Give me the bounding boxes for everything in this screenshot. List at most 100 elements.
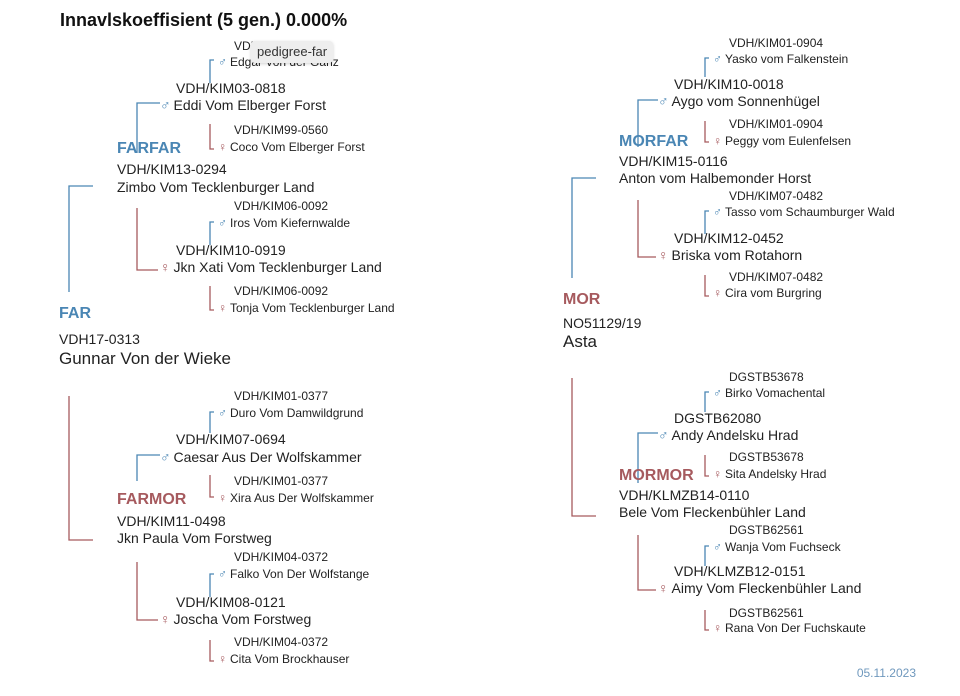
male-icon: ♂ <box>218 55 227 69</box>
g4-13-reg: DGSTB53678 <box>729 370 804 384</box>
ff-sire-name: Eddi Vom Elberger Forst <box>173 97 327 113</box>
g4-8-reg: VDH/KIM04-0372 <box>234 635 329 649</box>
fm-sire-name: Caesar Aus Der Wolfskammer <box>173 449 362 465</box>
g4-9-reg: VDH/KIM01-0904 <box>729 36 824 50</box>
female-icon: ♀ <box>160 259 171 275</box>
g4-7-name: Falko Von Der Wolfstange <box>230 567 370 581</box>
female-icon: ♀ <box>218 491 227 505</box>
mm-sire-reg: DGSTB62080 <box>674 410 762 426</box>
female-icon: ♀ <box>218 652 227 666</box>
g4-13-name: Birko Vomachental <box>725 386 826 400</box>
g4-5: ♂ Duro Vom Damwildgrund <box>218 406 363 420</box>
mf-dam-name: Briska vom Rotahorn <box>671 247 803 263</box>
farmor-name: Jkn Paula Vom Forstweg <box>117 530 272 546</box>
g4-10: ♀ Peggy vom Eulenfelsen <box>713 134 851 148</box>
g4-2-reg: VDH/KIM99-0560 <box>234 123 329 137</box>
g4-3-name: Iros Vom Kiefernwalde <box>230 216 351 230</box>
female-icon: ♀ <box>658 580 669 596</box>
g4-11-reg: VDH/KIM07-0482 <box>729 189 824 203</box>
male-icon: ♂ <box>218 216 227 230</box>
morfar-name: Anton vom Halbemonder Horst <box>619 170 812 186</box>
g4-6-name: Xira Aus Der Wolfskammer <box>230 491 374 505</box>
g4-6: ♀ Xira Aus Der Wolfskammer <box>218 491 374 505</box>
far-name: Gunnar Von der Wieke <box>59 349 231 368</box>
g4-4: ♀ Tonja Vom Tecklenburger Land <box>218 301 395 315</box>
g4-7-reg: VDH/KIM04-0372 <box>234 550 329 564</box>
g4-8-name: Cita Vom Brockhauser <box>230 652 350 666</box>
g4-2: ♀ Coco Vom Elberger Forst <box>218 140 365 154</box>
morfar-label: MORFAR <box>619 133 689 150</box>
g4-16-name: Rana Von Der Fuchskaute <box>725 621 866 635</box>
g4-10-reg: VDH/KIM01-0904 <box>729 117 824 131</box>
fm-dam-reg: VDH/KIM08-0121 <box>176 594 286 610</box>
mm-dam-reg: VDH/KLMZB12-0151 <box>674 563 806 579</box>
fm-dam: ♀ Joscha Vom Forstweg <box>160 611 311 627</box>
ff-dam-reg: VDH/KIM10-0919 <box>176 242 286 258</box>
farfar-name: Zimbo Vom Tecklenburger Land <box>117 179 315 195</box>
male-icon: ♂ <box>218 406 227 420</box>
mor-reg: NO51129/19 <box>563 315 642 331</box>
far-reg: VDH17-0313 <box>59 331 140 347</box>
g4-9-name: Yasko vom Falkenstein <box>725 52 849 66</box>
g4-4-reg: VDH/KIM06-0092 <box>234 284 329 298</box>
g4-15-name: Wanja Vom Fuchseck <box>725 540 841 554</box>
g4-7: ♂ Falko Von Der Wolfstange <box>218 567 369 581</box>
mf-dam: ♀ Briska vom Rotahorn <box>658 247 802 263</box>
g4-4-name: Tonja Vom Tecklenburger Land <box>230 301 395 315</box>
female-icon: ♀ <box>713 467 722 481</box>
page-title: Innavlskoeffisient (5 gen.) 0.000% <box>60 10 348 30</box>
ff-dam: ♀ Jkn Xati Vom Tecklenburger Land <box>160 259 382 275</box>
g4-11: ♂ Tasso vom Schaumburger Wald <box>713 205 895 219</box>
female-icon: ♀ <box>713 621 722 635</box>
morfar-to-sire-line <box>637 99 658 147</box>
fm-sire: ♂ Caesar Aus Der Wolfskammer <box>160 449 362 465</box>
g4-9: ♂ Yasko vom Falkenstein <box>713 52 848 66</box>
g4-16: ♀ Rana Von Der Fuchskaute <box>713 621 866 635</box>
farmor-to-dam-line <box>136 562 158 621</box>
mormor-reg: VDH/KLMZB14-0110 <box>619 487 750 503</box>
far-label: FAR <box>59 305 91 322</box>
farfar-to-sire-line <box>136 102 160 153</box>
g4-16-reg: DGSTB62561 <box>729 606 804 620</box>
male-icon: ♂ <box>713 386 722 400</box>
farmor-label: FARMOR <box>117 491 187 508</box>
mf-dam-reg: VDH/KIM12-0452 <box>674 230 784 246</box>
g4-5-reg: VDH/KIM01-0377 <box>234 389 329 403</box>
far-to-farfar-line <box>68 185 93 292</box>
female-icon: ♀ <box>218 301 227 315</box>
far-to-farmor-line <box>68 396 93 541</box>
g4-5-name: Duro Vom Damwildgrund <box>230 406 364 420</box>
male-icon: ♂ <box>160 449 171 465</box>
mm-dam-name: Aimy Vom Fleckenbühler Land <box>671 580 862 596</box>
g4-14-reg: DGSTB53678 <box>729 450 804 464</box>
g4-14: ♀ Sita Andelsky Hrad <box>713 467 826 481</box>
mm-dam: ♀ Aimy Vom Fleckenbühler Land <box>658 580 861 596</box>
g4-15: ♂ Wanja Vom Fuchseck <box>713 540 841 554</box>
male-icon: ♂ <box>160 97 171 113</box>
male-icon: ♂ <box>218 567 227 581</box>
g4-10-name: Peggy vom Eulenfelsen <box>725 134 852 148</box>
female-icon: ♀ <box>218 140 227 154</box>
farmor-to-sire-line <box>136 454 160 481</box>
g4-2-name: Coco Vom Elberger Forst <box>230 140 365 154</box>
mor-to-mormor-line <box>571 378 596 517</box>
g4-8: ♀ Cita Vom Brockhauser <box>218 652 349 666</box>
g4-11-name: Tasso vom Schaumburger Wald <box>725 205 895 219</box>
ff-dam-name: Jkn Xati Vom Tecklenburger Land <box>173 259 382 275</box>
female-icon: ♀ <box>160 611 171 627</box>
g4-6-reg: VDH/KIM01-0377 <box>234 474 329 488</box>
female-icon: ♀ <box>713 286 722 300</box>
mormor-to-sire-line <box>637 432 658 483</box>
mormor-label: MORMOR <box>619 467 694 484</box>
farfar-reg: VDH/KIM13-0294 <box>117 161 227 177</box>
ff-sire-reg: VDH/KIM03-0818 <box>176 80 286 96</box>
male-icon: ♂ <box>713 52 722 66</box>
male-icon: ♂ <box>658 93 669 109</box>
g4-15-reg: DGSTB62561 <box>729 523 804 537</box>
mm-sire-name: Andy Andelsku Hrad <box>671 427 799 443</box>
mf-sire-reg: VDH/KIM10-0018 <box>674 76 784 92</box>
mm-sire: ♂ Andy Andelsku Hrad <box>658 427 798 443</box>
mormor-to-dam-line <box>637 535 656 591</box>
g4-3-reg: VDH/KIM06-0092 <box>234 199 329 213</box>
print-date: 05.11.2023 <box>856 666 916 680</box>
